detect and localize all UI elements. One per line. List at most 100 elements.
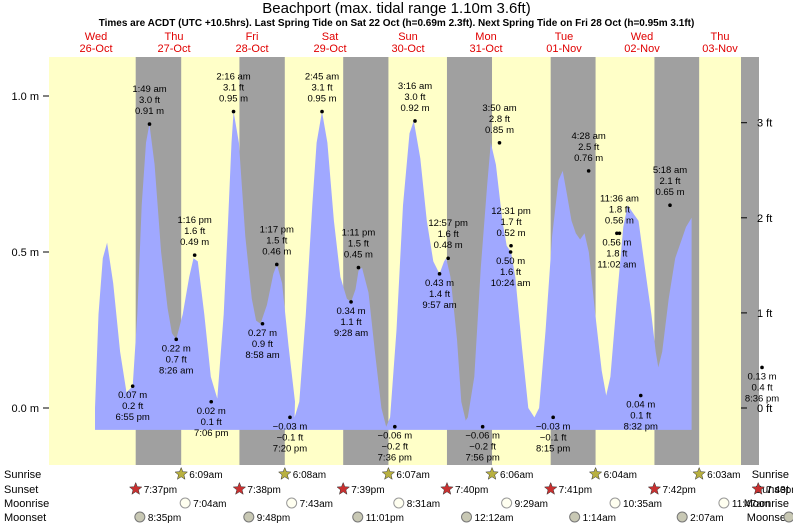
tide-extreme-label: 3.0 ft — [404, 92, 425, 103]
tide-extreme-point — [586, 169, 591, 173]
day-date-label: 03-Nov — [702, 43, 738, 55]
sunset-time: 7:40pm — [455, 485, 488, 496]
tide-extreme-label: 3.0 ft — [139, 95, 160, 106]
sunrise-star-icon — [174, 466, 189, 480]
tide-extreme-point — [480, 424, 485, 429]
tide-extreme-point — [437, 272, 442, 276]
tide-extreme-label: 1.1 ft — [340, 317, 361, 328]
tide-extreme-point — [615, 231, 619, 236]
tide-extreme-label: 0.56 m — [602, 237, 631, 248]
moonset-moon-icon — [461, 511, 473, 523]
tide-extreme-label: 1.7 ft — [500, 217, 521, 228]
moonset-time: 9:48pm — [257, 513, 290, 524]
tide-extreme-point — [509, 243, 513, 248]
tide-extreme-label: 9:28 am — [334, 328, 368, 339]
tide-extreme-label: 1.8 ft — [609, 204, 630, 215]
event-row-label-left: Sunrise — [4, 469, 41, 481]
tide-extreme-label: −0.06 m — [465, 431, 500, 442]
tide-extreme-label: 5:18 am — [653, 165, 687, 176]
tide-extreme-label: 0.76 m — [574, 153, 603, 164]
tide-area — [95, 111, 692, 430]
sunset-time: 7:38pm — [247, 485, 280, 496]
tide-extreme-point — [508, 250, 513, 254]
tide-extreme-label: 1.6 ft — [438, 229, 459, 240]
y-axis-left-tick-label: 0.0 m — [11, 403, 39, 415]
moonrise-time: 7:04am — [193, 499, 226, 510]
y-axis-right-tick-label: 2 ft — [757, 213, 772, 225]
tide-extreme-label: 0.07 m — [118, 390, 147, 401]
day-name-label: Wed — [85, 31, 107, 43]
day-date-label: 26-Oct — [79, 43, 112, 55]
tide-extreme-label: 0.22 m — [162, 343, 191, 354]
tide-extreme-label: 8:36 pm — [745, 393, 779, 404]
tide-extreme-label: −0.2 ft — [381, 442, 408, 453]
tide-extreme-label: 0.7 ft — [166, 354, 187, 365]
tide-extreme-label: 0.04 m — [626, 400, 655, 411]
tide-extreme-label: 8:26 am — [159, 365, 193, 376]
tide-extreme-label: 6:55 pm — [116, 412, 150, 423]
tide-extreme-label: 0.1 ft — [201, 417, 222, 428]
tide-extreme-label: 11:36 am — [600, 193, 639, 204]
tide-extreme-label: 0.34 m — [337, 306, 366, 317]
tide-extreme-label: 0.2 ft — [122, 401, 143, 412]
moonrise-moon-icon — [179, 497, 191, 509]
event-row-label-left: Moonset — [4, 512, 46, 524]
tide-extreme-label: 12:31 pm — [491, 206, 531, 217]
sunrise-time: 6:09am — [189, 470, 222, 481]
tide-extreme-label: 1.5 ft — [266, 235, 287, 246]
day-name-label: Mon — [475, 31, 496, 43]
sunset-time: 7:43pm — [766, 485, 793, 496]
sunrise-time: 6:04am — [604, 470, 637, 481]
tide-extreme-label: 11:02 am — [597, 259, 636, 270]
moonset-time: 2:07am — [690, 513, 723, 524]
moonset-time: 11:01pm — [366, 513, 404, 524]
tide-extreme-label: 0.13 m — [747, 371, 776, 382]
tide-extreme-point — [147, 122, 152, 126]
event-row-label-right: Moonrise — [744, 498, 789, 510]
tide-extreme-point — [497, 141, 502, 145]
sunrise-time: 6:06am — [500, 470, 533, 481]
y-axis-left-tick-label: 0.5 m — [11, 247, 39, 259]
moonrise-moon-icon — [609, 497, 621, 509]
moonrise-time: 9:29am — [515, 499, 548, 510]
tide-extreme-label: 1:49 am — [132, 84, 166, 95]
tide-extreme-label: −0.06 m — [378, 431, 413, 442]
tide-extreme-label: 10:24 am — [491, 278, 531, 289]
tide-extreme-point — [320, 109, 324, 114]
sunrise-star-icon — [692, 466, 706, 480]
sunset-time: 7:39pm — [351, 485, 384, 496]
sunrise-star-icon — [277, 466, 292, 480]
event-row-label-right: Moonset — [747, 512, 789, 524]
day-name-label: Thu — [711, 31, 730, 43]
event-row-label-right: Sunrise — [752, 469, 789, 481]
tide-extreme-label: 1:16 pm — [178, 215, 212, 226]
tide-extreme-label: 2:45 am — [305, 72, 339, 83]
sunset-star-icon — [232, 481, 247, 495]
y-axis-left-tick-label: 1.0 m — [11, 91, 39, 103]
sunset-star-icon — [336, 481, 351, 495]
tide-extreme-point — [446, 256, 450, 261]
day-date-label: 29-Oct — [313, 43, 346, 55]
sunset-time: 7:37pm — [144, 485, 177, 496]
tide-extreme-label: 4:28 am — [571, 131, 605, 142]
moonrise-time: 7:43am — [300, 499, 333, 510]
moonset-time: 8:35pm — [148, 513, 181, 524]
tide-extreme-point — [209, 399, 214, 404]
tide-extreme-label: 0.45 m — [344, 250, 373, 261]
tide-extreme-point — [231, 109, 236, 114]
tide-extreme-point — [668, 203, 672, 207]
tide-extreme-label: 1:11 pm — [342, 228, 376, 239]
tide-extreme-label: 3:50 am — [482, 103, 516, 114]
sunrise-time: 6:03am — [707, 470, 740, 481]
tide-extreme-point — [174, 337, 179, 342]
tide-extreme-label: 0.85 m — [485, 125, 514, 136]
tide-extreme-point — [288, 415, 292, 420]
tide-extreme-label: 2.8 ft — [489, 114, 510, 125]
tide-extreme-label: 0.95 m — [308, 94, 337, 105]
tide-extreme-label: 9:57 am — [422, 300, 456, 311]
day-date-label: 27-Oct — [157, 43, 190, 55]
chart-title: Beachport (max. tidal range 1.10m 3.6ft) — [262, 0, 531, 17]
tide-extreme-label: 2.1 ft — [659, 176, 680, 187]
sunrise-time: 6:08am — [293, 470, 326, 481]
